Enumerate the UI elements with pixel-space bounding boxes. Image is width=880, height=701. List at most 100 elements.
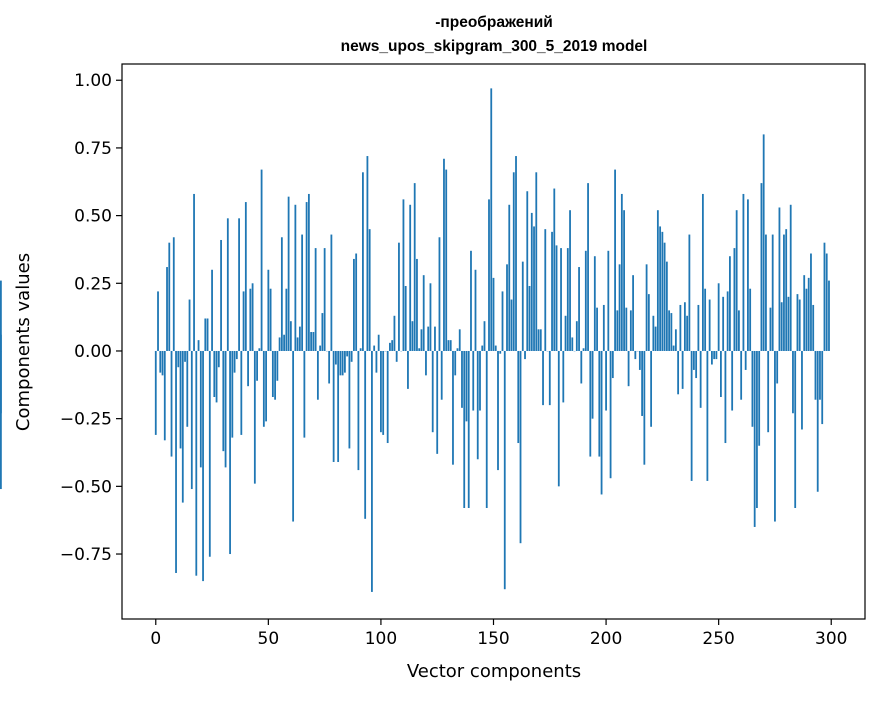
bar-294 bbox=[817, 351, 819, 492]
bar-120 bbox=[425, 351, 427, 375]
bar-191 bbox=[585, 251, 587, 351]
bar-215 bbox=[639, 351, 641, 370]
y-tick-label-7: 1.00 bbox=[74, 71, 112, 91]
bar-115 bbox=[414, 183, 416, 351]
bar-245 bbox=[706, 351, 708, 481]
bar-210 bbox=[628, 351, 630, 386]
bar-33 bbox=[229, 351, 231, 554]
bar-213 bbox=[634, 351, 636, 359]
chart-title-line-1: -преображений bbox=[435, 14, 553, 31]
bar-93 bbox=[364, 351, 366, 519]
bar-234 bbox=[682, 351, 684, 389]
bar-1 bbox=[157, 291, 159, 351]
bar-258 bbox=[736, 210, 738, 351]
bar-61 bbox=[292, 351, 294, 522]
bar-87 bbox=[351, 351, 353, 362]
bar-108 bbox=[398, 243, 400, 351]
y-tick-label-1: −0.50 bbox=[60, 477, 112, 497]
bar-101 bbox=[382, 351, 384, 435]
bar-131 bbox=[450, 340, 452, 351]
bar-3 bbox=[162, 351, 164, 375]
bar-10 bbox=[177, 351, 179, 367]
bar-293 bbox=[815, 351, 817, 400]
bar-118 bbox=[421, 329, 423, 351]
bar-227 bbox=[666, 262, 668, 351]
bar-36 bbox=[236, 351, 238, 359]
bar-269 bbox=[761, 183, 763, 351]
bar-54 bbox=[276, 351, 278, 381]
bar-189 bbox=[580, 351, 582, 383]
bar-83 bbox=[342, 351, 344, 375]
bar-248 bbox=[713, 351, 715, 359]
bar-141 bbox=[472, 351, 474, 411]
bar-177 bbox=[553, 189, 555, 351]
bar-291 bbox=[810, 254, 812, 351]
bar-19 bbox=[198, 340, 200, 351]
bar-230 bbox=[673, 346, 675, 351]
bar-65 bbox=[301, 235, 303, 351]
bar-266 bbox=[754, 351, 756, 527]
bar-190 bbox=[583, 348, 585, 351]
bar-55 bbox=[279, 337, 281, 351]
bar-205 bbox=[616, 310, 618, 351]
bar-17 bbox=[193, 194, 195, 351]
bar-121 bbox=[427, 327, 429, 351]
bar-68 bbox=[308, 194, 310, 351]
bar-110 bbox=[403, 199, 405, 351]
bar-194 bbox=[592, 351, 594, 419]
bar-116 bbox=[416, 259, 418, 351]
bar-134 bbox=[457, 348, 459, 351]
bar-119 bbox=[423, 275, 425, 351]
bar-221 bbox=[652, 316, 654, 351]
bar-90 bbox=[358, 351, 360, 470]
bar-133 bbox=[454, 351, 456, 375]
bar-35 bbox=[234, 351, 236, 373]
bar-243 bbox=[702, 194, 704, 351]
bar-2 bbox=[159, 351, 161, 373]
bar-78 bbox=[330, 235, 332, 351]
x-tick-label-100: 100 bbox=[365, 629, 397, 649]
bar-284 bbox=[794, 351, 796, 508]
x-tick-label-0: 0 bbox=[150, 629, 161, 649]
bar-92 bbox=[362, 172, 364, 351]
bar-142 bbox=[475, 270, 477, 351]
bar-106 bbox=[394, 316, 396, 351]
bar-113 bbox=[409, 205, 411, 351]
bar-198 bbox=[601, 351, 603, 494]
bar-0 bbox=[155, 351, 157, 435]
bar-31 bbox=[225, 351, 227, 467]
y-tick-label-3: 0.00 bbox=[74, 342, 112, 362]
bar-175 bbox=[549, 351, 551, 405]
bar-69 bbox=[310, 332, 312, 351]
bar-96 bbox=[371, 351, 373, 592]
bar-37 bbox=[238, 218, 240, 351]
bar-4 bbox=[164, 351, 166, 440]
bar-70 bbox=[312, 332, 314, 351]
bar-5 bbox=[166, 267, 168, 351]
bar-237 bbox=[688, 235, 690, 351]
bar-104 bbox=[389, 343, 391, 351]
bar-260 bbox=[740, 351, 742, 400]
x-tick-label-50: 50 bbox=[258, 629, 280, 649]
bar-167 bbox=[531, 213, 533, 351]
bar-129 bbox=[445, 170, 447, 351]
bar-144 bbox=[479, 351, 481, 411]
bar-152 bbox=[497, 351, 499, 470]
bar-151 bbox=[495, 346, 497, 351]
y-tick-label-2: −0.25 bbox=[60, 410, 112, 430]
bar-164 bbox=[524, 351, 526, 359]
bar-9 bbox=[175, 351, 177, 573]
bar-188 bbox=[578, 267, 580, 351]
bar-257 bbox=[734, 248, 736, 351]
bar-200 bbox=[605, 351, 607, 411]
bar-153 bbox=[499, 351, 501, 354]
bar-240 bbox=[695, 351, 697, 378]
bar-295 bbox=[819, 351, 821, 400]
bar-176 bbox=[551, 232, 553, 351]
bar-278 bbox=[781, 302, 783, 351]
bar-208 bbox=[623, 210, 625, 351]
bar-100 bbox=[380, 351, 382, 432]
bar-228 bbox=[668, 310, 670, 351]
